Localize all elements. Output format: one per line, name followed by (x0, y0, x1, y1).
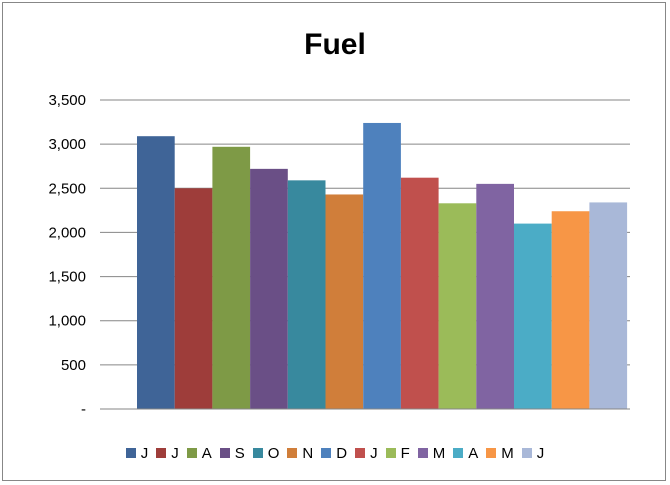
bar-3 (250, 168, 288, 409)
legend-item-7: J (355, 445, 378, 462)
legend-swatch-7 (355, 448, 366, 458)
bar-2 (212, 146, 251, 409)
legend-label-4: O (267, 444, 280, 462)
legend-item-12: J (521, 444, 545, 462)
legend-label-2: A (201, 444, 212, 462)
legend-swatch-5 (287, 448, 298, 458)
legend-item-8: F (385, 444, 410, 462)
legend-label-5: N (302, 444, 314, 462)
legend-swatch-0 (125, 448, 136, 458)
bar-10 (514, 223, 552, 409)
bar-12 (589, 202, 628, 409)
legend-label-6: D (336, 444, 348, 462)
legend-item-4: O (252, 444, 280, 462)
legend-item-6: D (321, 445, 347, 462)
legend-swatch-9 (417, 448, 428, 458)
legend-swatch-2 (186, 448, 197, 458)
bar-0 (137, 136, 175, 409)
bar-4 (287, 180, 326, 409)
legend-label-3: S (234, 444, 245, 462)
y-tick-label-1: 500 (61, 357, 86, 374)
legend-item-11: M (486, 445, 514, 462)
bar-7 (400, 177, 439, 409)
legend-item-1: J (156, 445, 179, 462)
bar-5 (325, 194, 364, 409)
bar-1 (174, 188, 213, 409)
bars (137, 122, 628, 409)
legend-label-10: A (468, 444, 479, 462)
bar-9 (476, 183, 514, 409)
y-tick-label-2: 1,000 (48, 313, 86, 330)
legend-swatch-12 (521, 448, 532, 458)
y-tick-label-5: 2,500 (48, 180, 86, 197)
legend-label-12: J (536, 444, 545, 462)
bar-8 (438, 203, 477, 409)
legend-label-7: J (370, 444, 378, 462)
y-tick-label-7: 3,500 (48, 92, 86, 109)
legend-item-9: M (417, 444, 446, 462)
legend-swatch-8 (385, 448, 396, 458)
y-tick-label-6: 3,000 (48, 136, 86, 153)
legend-label-9: M (432, 444, 446, 462)
legend-swatch-10 (453, 448, 464, 458)
y-tick-label-4: 2,000 (48, 224, 86, 241)
chart-title: Fuel (304, 28, 366, 61)
bar-11 (551, 211, 590, 409)
legend-swatch-1 (156, 448, 167, 458)
legend-swatch-6 (321, 448, 332, 458)
legend-swatch-4 (252, 448, 263, 458)
y-axis-tick-labels: - 500 1,000 1,500 2,000 2,500 3,000 3,500 (48, 92, 86, 418)
legend-item-3: S (219, 444, 245, 462)
legend-item-0: J (125, 444, 149, 462)
legend-label-0: J (140, 444, 149, 462)
legend-label-8: F (400, 444, 410, 462)
legend-label-11: M (501, 444, 514, 462)
legend-label-1: J (171, 444, 179, 462)
legend-item-5: N (287, 445, 313, 462)
y-tick-label-0: - (81, 401, 86, 418)
legend-item-10: A (453, 445, 478, 462)
legend-swatch-3 (219, 448, 230, 458)
legend-swatch-11 (486, 448, 497, 458)
legend-item-2: A (186, 444, 212, 462)
y-tick-label-3: 1,500 (48, 269, 86, 286)
bar-6 (363, 122, 401, 409)
